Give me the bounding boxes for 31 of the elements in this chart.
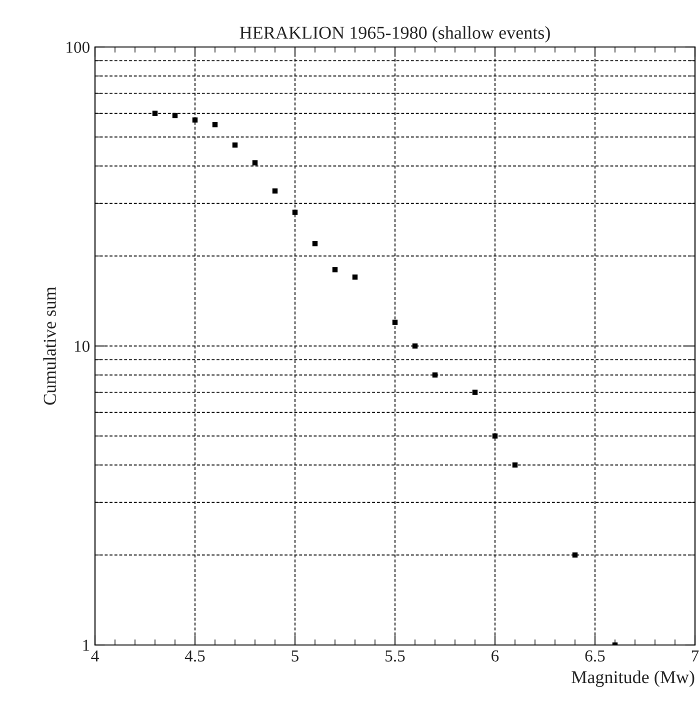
y-tick-label: 10	[74, 340, 90, 352]
point	[412, 343, 418, 349]
x-tick-label: 6	[492, 650, 499, 662]
y-tick-label: 100	[66, 42, 90, 53]
x-tick-label: 5.5	[386, 650, 405, 662]
point	[172, 112, 178, 118]
x-tick-label: 4	[91, 650, 99, 662]
point	[492, 433, 498, 439]
point	[472, 390, 478, 395]
point	[572, 552, 578, 558]
x-axis-title: Magnitude (Mw)	[572, 670, 694, 687]
y-tick-label: 1	[83, 640, 90, 651]
x-tick-label: 7	[692, 650, 699, 662]
point	[152, 110, 158, 116]
point	[212, 122, 218, 128]
point	[352, 274, 358, 280]
point	[432, 372, 438, 378]
x-tick-label: 4.5	[184, 650, 205, 662]
point	[332, 267, 338, 272]
point	[232, 142, 238, 148]
point	[272, 188, 278, 194]
point	[512, 462, 518, 468]
point	[252, 160, 258, 166]
y-axis-title: Cumulative sum	[43, 286, 56, 405]
point	[192, 117, 198, 123]
chart-title: HERAKLION 1965-1980 (shallow events)	[240, 26, 550, 43]
x-tick-label: 5	[292, 650, 299, 662]
point	[392, 320, 398, 325]
x-tick-label: 6.5	[585, 650, 605, 662]
point	[312, 241, 318, 246]
point	[292, 210, 298, 215]
